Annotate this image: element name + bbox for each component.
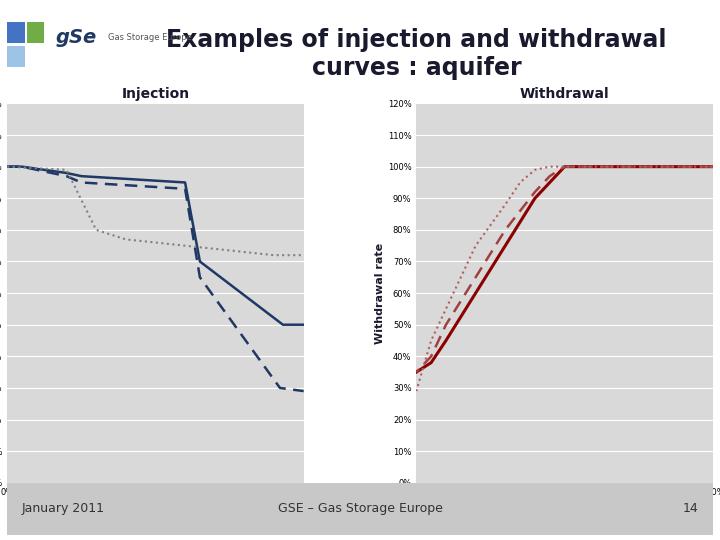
FancyBboxPatch shape	[7, 46, 24, 68]
Text: January 2011: January 2011	[22, 502, 104, 515]
Y-axis label: Withdrawal rate: Withdrawal rate	[375, 242, 385, 343]
Text: Examples of injection and withdrawal
curves : aquifer: Examples of injection and withdrawal cur…	[166, 28, 667, 80]
X-axis label: Stock level: Stock level	[121, 500, 189, 509]
Text: gSe: gSe	[56, 28, 97, 48]
Title: Injection: Injection	[122, 87, 189, 101]
Text: GSE – Gas Storage Europe: GSE – Gas Storage Europe	[278, 502, 442, 515]
Text: 14: 14	[683, 502, 698, 515]
Text: Gas Storage Europe: Gas Storage Europe	[108, 33, 192, 42]
FancyBboxPatch shape	[27, 22, 44, 43]
FancyBboxPatch shape	[7, 22, 24, 43]
X-axis label: Stock level: Stock level	[531, 500, 599, 509]
Title: Withdrawal: Withdrawal	[520, 87, 609, 101]
FancyBboxPatch shape	[7, 483, 713, 535]
